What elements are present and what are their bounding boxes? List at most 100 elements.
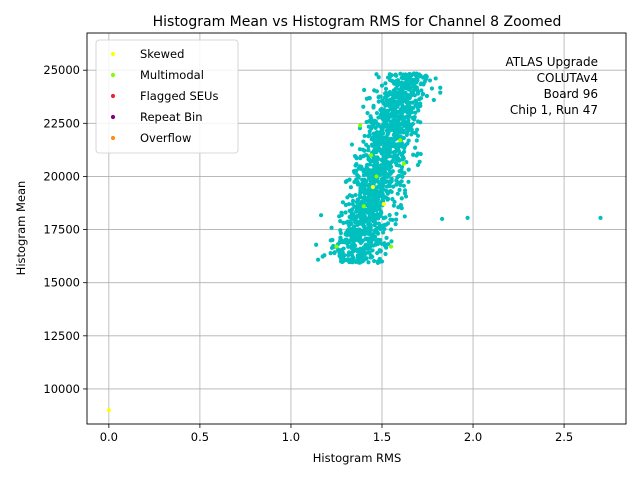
normal-point [380, 187, 385, 193]
normal-point [337, 214, 342, 219]
normal-point [354, 248, 359, 253]
normal-point [366, 260, 371, 265]
normal-point [438, 90, 443, 95]
normal-point [374, 110, 380, 116]
normal-point [343, 179, 348, 184]
normal-point [415, 162, 421, 168]
normal-point [369, 239, 374, 244]
normal-point [397, 91, 403, 97]
x-tick-label: 0.5 [191, 430, 209, 444]
skewed-point [370, 184, 375, 190]
y-tick-label: 20000 [43, 169, 80, 183]
normal-point [361, 245, 366, 250]
normal-point [328, 238, 333, 243]
normal-point [431, 97, 436, 103]
normal-point [347, 177, 352, 182]
normal-point [410, 121, 415, 127]
normal-point [418, 120, 423, 125]
normal-point [413, 78, 418, 83]
normal-point [406, 179, 411, 184]
normal-point [380, 230, 386, 235]
normal-point [396, 205, 401, 210]
normal-point [391, 203, 397, 208]
normal-point [359, 249, 364, 254]
normal-point [398, 121, 404, 127]
normal-point [390, 159, 395, 164]
annotation-line: ATLAS Upgrade [505, 55, 598, 69]
normal-point [386, 241, 391, 247]
normal-point [465, 215, 470, 220]
normal-point [374, 72, 379, 77]
normal-point [398, 87, 403, 92]
normal-point [365, 110, 370, 116]
normal-point [402, 119, 407, 125]
multimodal-point [401, 161, 406, 166]
normal-point [400, 106, 405, 111]
normal-point [403, 194, 409, 199]
legend-label: Repeat Bin [140, 110, 203, 124]
normal-point [429, 86, 435, 91]
normal-point [387, 97, 392, 102]
x-axis-label: Histogram RMS [313, 451, 402, 465]
normal-point [385, 118, 390, 123]
normal-point [368, 158, 373, 164]
normal-point [356, 221, 361, 227]
annotation-box: ATLAS Upgrade COLUTAv4 Board 96 Chip 1, Run… [505, 55, 598, 117]
normal-point [380, 126, 385, 131]
normal-point [409, 72, 414, 78]
normal-point [393, 149, 398, 154]
normal-point [371, 218, 376, 223]
normal-point [342, 253, 347, 258]
normal-point [413, 110, 418, 115]
chart-title: Histogram Mean vs Histogram RMS for Chan… [153, 14, 562, 30]
normal-point [371, 258, 377, 264]
normal-point [415, 133, 421, 138]
multimodal-point [358, 123, 363, 128]
normal-point [399, 116, 404, 121]
normal-point [407, 122, 412, 127]
normal-point [376, 136, 381, 141]
normal-point [362, 213, 367, 219]
normal-point [368, 208, 374, 213]
normal-point [416, 90, 421, 95]
normal-point [362, 224, 367, 229]
normal-point [396, 145, 401, 150]
normal-point [433, 76, 438, 81]
normal-point [382, 95, 387, 100]
normal-point [382, 148, 387, 154]
legend-marker [110, 72, 116, 78]
normal-point [361, 178, 366, 183]
normal-point [355, 182, 361, 187]
normal-point [362, 148, 367, 153]
legend-label: Flagged SEUs [140, 89, 218, 103]
normal-point [341, 220, 346, 225]
normal-point [371, 103, 376, 108]
normal-point [356, 236, 361, 242]
normal-point [412, 93, 417, 98]
y-tick-label: 12500 [43, 329, 80, 343]
normal-point [341, 258, 346, 264]
multimodal-point [388, 244, 394, 249]
normal-point [375, 241, 381, 247]
normal-point [375, 200, 380, 206]
normal-point [370, 248, 375, 253]
normal-point [349, 211, 355, 216]
normal-point [353, 163, 358, 168]
annotation-line: COLUTAv4 [537, 71, 598, 85]
normal-point [414, 127, 420, 132]
normal-point [350, 201, 355, 207]
normal-point [394, 182, 399, 187]
normal-point [384, 114, 390, 119]
normal-point [402, 143, 408, 148]
normal-point [350, 238, 355, 243]
normal-point [414, 85, 419, 90]
normal-point [381, 115, 386, 120]
normal-point [357, 252, 362, 257]
y-tick-label: 25000 [43, 63, 80, 77]
normal-point [439, 216, 445, 222]
normal-point [392, 107, 398, 112]
normal-point [362, 209, 368, 214]
normal-point [377, 183, 382, 189]
normal-point [389, 169, 395, 174]
normal-point [376, 94, 382, 99]
